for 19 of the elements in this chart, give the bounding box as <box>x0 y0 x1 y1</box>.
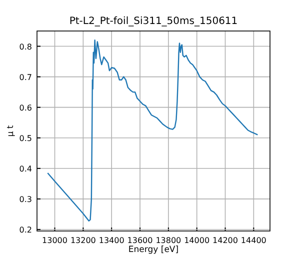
x-tick-label: 14400 <box>240 236 266 245</box>
y-tick-label: 0.3 <box>19 194 32 204</box>
line-series <box>47 40 258 222</box>
x-tick-label: 13800 <box>156 236 182 245</box>
y-tick-label: 0.2 <box>19 225 32 234</box>
y-tick-label: 0.8 <box>19 42 32 52</box>
y-tick-label: 0.5 <box>19 134 32 143</box>
chart-title: Pt-L2_Pt-foil_Si311_50ms_150611 <box>69 16 238 27</box>
x-tick-label: 14000 <box>184 236 210 245</box>
y-tick-label: 0.6 <box>19 103 32 112</box>
x-axis-title: Energy [eV] <box>128 245 179 255</box>
x-tick-label: 13000 <box>42 236 68 245</box>
x-tick-label: 13600 <box>127 236 153 245</box>
x-tick-label: 13200 <box>70 236 96 245</box>
y-tick-label: 0.7 <box>19 72 32 82</box>
y-tick-label: 0.4 <box>19 164 32 174</box>
x-tick-label: 13400 <box>98 236 124 245</box>
x-tick-label: 14200 <box>212 236 238 245</box>
y-axis-title: μ t <box>6 124 16 137</box>
